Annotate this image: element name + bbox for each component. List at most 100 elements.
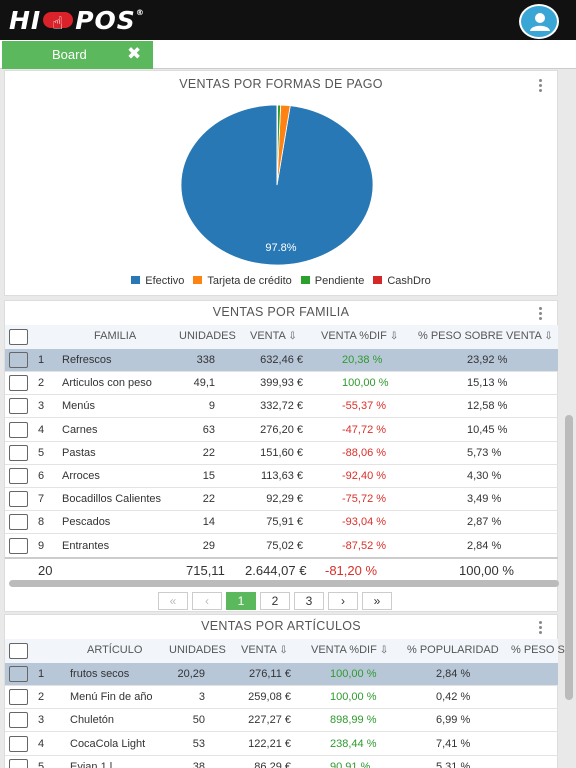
col-venta-dif-label: VENTA %DIF [321, 330, 387, 342]
familia-header-row: FAMILIA UNIDADES VENTA ⇩ VENTA %DIF ⇩ % … [5, 325, 558, 349]
cell-popularidad: 7,41 % [436, 737, 471, 750]
row-checkbox[interactable] [9, 537, 28, 554]
row-checkbox[interactable] [9, 491, 28, 508]
table-row[interactable]: 4 Carnes 63 276,20 € -47,72 % 10,45 % [5, 419, 558, 442]
col-unidades[interactable]: UNIDADES [169, 644, 226, 656]
table-row[interactable]: 4 CocaCola Light 53 122,21 € 238,44 % 7,41 % [5, 733, 558, 756]
cell-venta-dif: 100,00 % [330, 668, 377, 680]
table-row[interactable]: 9 Entrantes 29 75,02 € -87,52 % 2,84 % [5, 535, 558, 558]
row-checkbox[interactable] [9, 421, 28, 438]
pager-next-button[interactable]: › [328, 592, 358, 610]
col-venta[interactable]: VENTA ⇩ [250, 330, 297, 342]
col-venta-dif-label: VENTA %DIF [311, 644, 377, 656]
tab-board[interactable]: Board ✖ [2, 41, 153, 69]
total-venta: 2.644,07 € [245, 563, 307, 578]
table-row[interactable]: 7 Bocadillos Calientes 22 92,29 € -75,72 % 3,… [5, 488, 558, 512]
row-checkbox[interactable] [9, 468, 28, 484]
cell-venta: 86,29 € [254, 760, 291, 768]
cell-peso: 2,87 % [467, 516, 502, 529]
table-row[interactable]: 5 Evian 1 l 38 86,29 € 90,91 % 5,31 % [5, 756, 558, 768]
pager-page-1[interactable]: 1 [226, 592, 256, 610]
cell-unidades: 14 [202, 516, 215, 529]
table-row[interactable]: 1 Refrescos 338 632,46 € 20,38 % 23,92 % [5, 349, 558, 372]
familia-name: Articulos con peso [62, 377, 152, 390]
cell-venta-dif: 898,99 % [330, 714, 377, 727]
cell-venta: 122,21 € [248, 737, 291, 750]
cell-unidades: 38 [192, 760, 205, 768]
col-popularidad[interactable]: % POPULARIDAD [407, 644, 499, 656]
cell-peso: 3,49 % [467, 493, 502, 506]
col-peso[interactable]: % PESO S [511, 644, 565, 656]
row-checkbox[interactable] [9, 352, 28, 368]
row-checkbox[interactable] [9, 689, 28, 706]
row-checkbox[interactable] [9, 666, 28, 682]
select-all-checkbox[interactable] [9, 643, 28, 659]
col-venta[interactable]: VENTA ⇩ [241, 644, 288, 656]
total-count: 20 [38, 563, 53, 578]
cell-venta: 151,60 € [260, 446, 303, 459]
cell-venta-dif: -87,52 % [342, 539, 387, 552]
table-row[interactable]: 6 Arroces 15 113,63 € -92,40 % 4,30 % [5, 465, 558, 488]
pager-page-3[interactable]: 3 [294, 592, 324, 610]
col-venta-dif[interactable]: VENTA %DIF ⇩ [311, 644, 388, 656]
cell-venta-dif: -75,72 % [342, 493, 387, 506]
table-row[interactable]: 1 frutos secos 20,29 276,11 € 100,00 % 2,84 % [5, 663, 558, 686]
familia-name: Refrescos [62, 354, 112, 366]
table-row[interactable]: 2 Menú Fin de año 3 259,08 € 100,00 % 0,42 % [5, 686, 558, 710]
legend-swatch-tarjeta [193, 276, 203, 284]
page-vertical-scrollbar[interactable] [565, 415, 573, 700]
familia-menu-icon[interactable] [539, 307, 543, 321]
table-row[interactable]: 3 Chuletón 50 227,27 € 898,99 % 6,99 % [5, 709, 558, 733]
legend-swatch-cashdro [373, 276, 383, 284]
row-checkbox[interactable] [9, 735, 28, 752]
col-articulo[interactable]: ARTÍCULO [87, 644, 143, 656]
pie-slice-cashdro [276, 104, 279, 186]
row-checkbox[interactable] [9, 514, 28, 531]
pie-data-label: 97.8% [265, 242, 296, 254]
cell-venta-dif: 238,44 % [330, 737, 377, 750]
legend-item-tarjeta: Tarjeta de crédito [193, 275, 292, 287]
cell-venta-dif: -88,06 % [342, 446, 387, 459]
row-checkbox[interactable] [9, 712, 28, 729]
cell-popularidad: 0,42 % [436, 691, 471, 704]
cell-unidades: 22 [202, 446, 215, 459]
familia-name: Carnes [62, 423, 98, 436]
user-avatar-button[interactable] [519, 4, 559, 39]
cell-unidades: 50 [192, 714, 205, 727]
close-tab-icon[interactable]: ✖ [127, 44, 142, 63]
payments-panel: VENTAS POR FORMAS DE PAGO 97.8% Efectivo… [4, 70, 558, 296]
familia-horizontal-scrollbar[interactable] [9, 580, 559, 587]
legend-item-pendiente: Pendiente [300, 275, 364, 287]
cell-unidades: 9 [208, 400, 215, 413]
cell-peso: 2,84 % [467, 539, 502, 552]
row-checkbox[interactable] [9, 444, 28, 461]
pager-prev-button[interactable]: ‹ [192, 592, 222, 610]
cell-popularidad: 2,84 % [436, 668, 471, 680]
table-row[interactable]: 3 Menús 9 332,72 € -55,37 % 12,58 % [5, 395, 558, 419]
col-venta-label: VENTA [241, 644, 277, 656]
pager-last-button[interactable]: » [362, 592, 392, 610]
row-number: 6 [38, 470, 45, 482]
col-unidades[interactable]: UNIDADES [179, 330, 236, 342]
tab-bar: Board ✖ [0, 40, 576, 69]
col-peso[interactable]: % PESO SOBRE VENTA ⇩ [418, 330, 553, 342]
pager-first-button[interactable]: « [158, 592, 188, 610]
table-row[interactable]: 2 Articulos con peso 49,1 399,93 € 100,00 % 1… [5, 372, 558, 396]
payments-menu-icon[interactable] [539, 79, 543, 93]
cell-venta: 92,29 € [266, 493, 303, 506]
cell-peso: 5,73 % [467, 446, 502, 459]
col-familia[interactable]: FAMILIA [94, 330, 137, 342]
table-row[interactable]: 5 Pastas 22 151,60 € -88,06 % 5,73 % [5, 442, 558, 465]
payments-title: VENTAS POR FORMAS DE PAGO [179, 77, 383, 91]
select-all-checkbox[interactable] [9, 329, 28, 345]
articulos-menu-icon[interactable] [539, 621, 543, 635]
row-checkbox[interactable] [9, 375, 28, 392]
row-checkbox[interactable] [9, 758, 28, 768]
row-number: 3 [38, 714, 45, 727]
col-venta-dif[interactable]: VENTA %DIF ⇩ [321, 330, 398, 342]
table-row[interactable]: 8 Pescados 14 75,91 € -93,04 % 2,87 % [5, 511, 558, 535]
legend-swatch-efectivo [131, 276, 141, 284]
legend-swatch-pendiente [300, 276, 310, 284]
row-checkbox[interactable] [9, 398, 28, 415]
pager-page-2[interactable]: 2 [260, 592, 290, 610]
